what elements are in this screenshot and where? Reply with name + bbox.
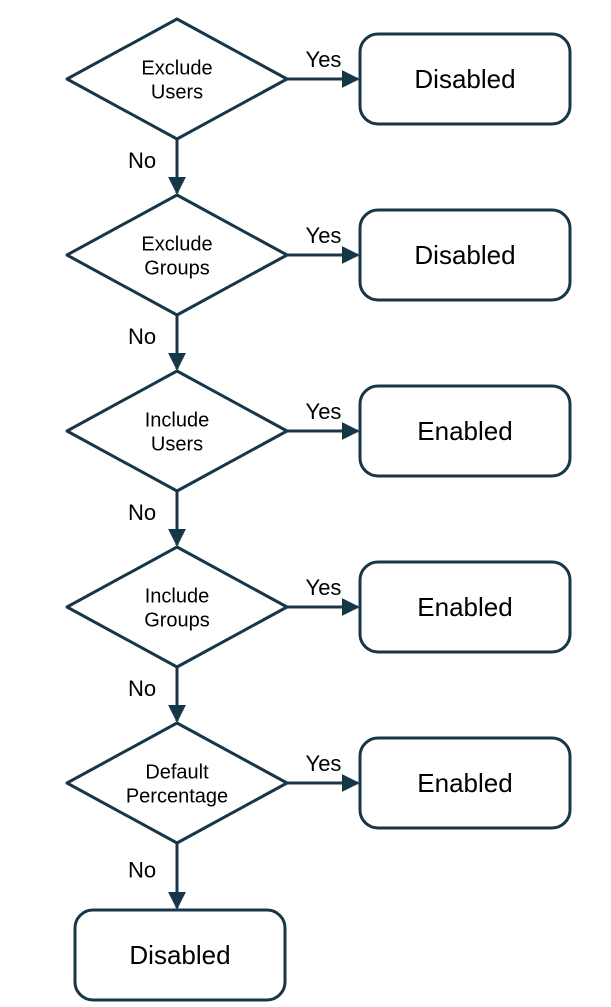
edge-no-label-2: No: [128, 500, 156, 525]
edge-yes-label-1: Yes: [306, 223, 342, 248]
result-4-label: Enabled: [417, 768, 512, 798]
result-4: Enabled: [360, 738, 570, 828]
edge-yes-label-4: Yes: [306, 751, 342, 776]
edge-no-label-1: No: [128, 324, 156, 349]
edge-no-label-0: No: [128, 148, 156, 173]
result-final-label: Disabled: [129, 940, 230, 970]
decision-4: DefaultPercentage: [67, 723, 287, 843]
result-2: Enabled: [360, 386, 570, 476]
flowchart: ExcludeUsersDisabledYesNoExcludeGroupsDi…: [0, 0, 611, 1007]
decision-0-label-line1: Exclude: [141, 57, 212, 79]
decision-0-label-line2: Users: [151, 81, 203, 103]
result-0-label: Disabled: [414, 64, 515, 94]
decision-2-label-line1: Include: [145, 409, 210, 431]
edge-yes-label-0: Yes: [306, 47, 342, 72]
decision-4-label-line2: Percentage: [126, 785, 228, 807]
decision-3: IncludeGroups: [67, 547, 287, 667]
decision-2: IncludeUsers: [67, 371, 287, 491]
edge-yes-label-2: Yes: [306, 399, 342, 424]
edge-no-label-3: No: [128, 676, 156, 701]
decision-1: ExcludeGroups: [67, 195, 287, 315]
result-final: Disabled: [75, 910, 285, 1000]
result-3: Enabled: [360, 562, 570, 652]
decision-3-label-line1: Include: [145, 585, 210, 607]
result-1-label: Disabled: [414, 240, 515, 270]
decision-0: ExcludeUsers: [67, 19, 287, 139]
result-1: Disabled: [360, 210, 570, 300]
decision-2-label-line2: Users: [151, 433, 203, 455]
decision-1-label-line1: Exclude: [141, 233, 212, 255]
result-2-label: Enabled: [417, 416, 512, 446]
result-3-label: Enabled: [417, 592, 512, 622]
decision-1-label-line2: Groups: [144, 257, 210, 279]
decision-3-label-line2: Groups: [144, 609, 210, 631]
result-0: Disabled: [360, 34, 570, 124]
edge-no-label-4: No: [128, 857, 156, 882]
decision-4-label-line1: Default: [145, 761, 209, 783]
edge-yes-label-3: Yes: [306, 575, 342, 600]
